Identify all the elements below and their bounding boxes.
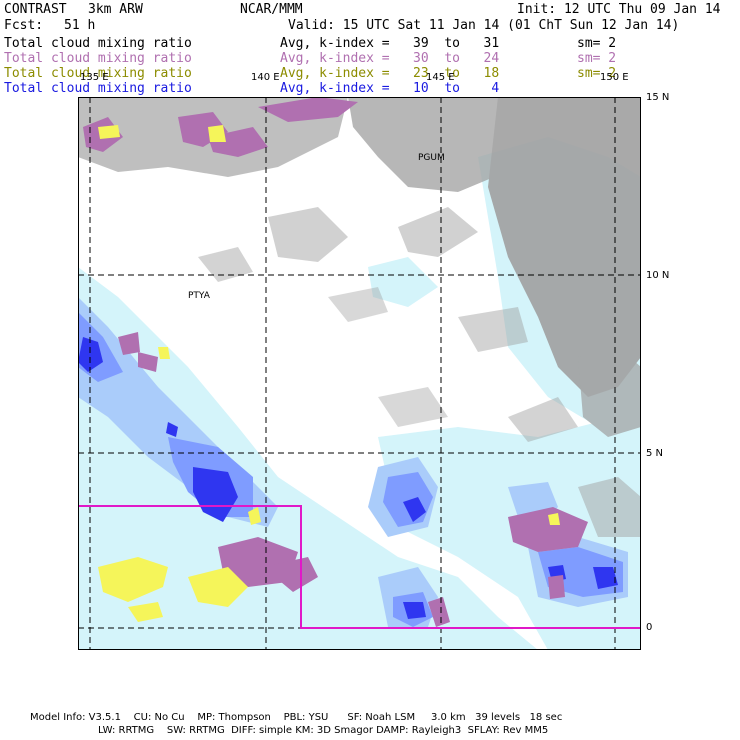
lon-label-145e: 145 E	[426, 72, 455, 83]
lat-label-5n: 5 N	[646, 448, 664, 459]
model-info-line-2: LW: RRTMG SW: RRTMG DIFF: simple KM: 3D …	[98, 725, 549, 736]
forecast-hour: 51 h	[64, 18, 96, 33]
model-name: CONTRAST	[4, 2, 67, 17]
field-4-name: Total cloud mixing ratio	[4, 81, 192, 96]
field-2-name: Total cloud mixing ratio	[4, 51, 192, 66]
low-cloud-max-field	[78, 337, 618, 619]
field-3-sm: sm= 2	[577, 66, 617, 81]
low-mid-cloud-field	[98, 125, 560, 622]
station-ptya-label: PTYA	[188, 291, 211, 301]
forecast-label: Fcst:	[4, 18, 44, 33]
init-time: Init: 12 UTC Thu 09 Jan 14	[517, 2, 721, 17]
field-4-range: Avg, k-index = 10 to 4	[280, 81, 500, 96]
station-pgum-label: PGUM	[418, 153, 445, 163]
map-frame	[78, 97, 641, 650]
lat-label-15n: 15 N	[646, 92, 670, 103]
valid-time: Valid: 15 UTC Sat 11 Jan 14 (01 ChT Sun …	[288, 18, 680, 33]
station-markers: PGUM PTYA	[188, 153, 445, 301]
field-3-name: Total cloud mixing ratio	[4, 66, 192, 81]
field-1-range: Avg, k-index = 39 to 31	[280, 36, 500, 51]
model-resolution: 3km ARW	[88, 2, 143, 17]
lon-label-135e: 135 E	[80, 72, 109, 83]
lon-label-150e: 150 E	[600, 72, 629, 83]
lat-label-10n: 10 N	[646, 270, 670, 281]
lon-label-140e: 140 E	[251, 72, 280, 83]
cloud-map: PGUM PTYA	[78, 97, 641, 650]
field-2-range: Avg, k-index = 30 to 24	[280, 51, 500, 66]
mid-cloud-field	[83, 97, 588, 627]
field-2-sm: sm= 2	[577, 51, 617, 66]
model-info-line-1: Model Info: V3.5.1 CU: No Cu MP: Thompso…	[30, 712, 563, 723]
field-1-name: Total cloud mixing ratio	[4, 36, 192, 51]
field-1-sm: sm= 2	[577, 36, 617, 51]
center-name: NCAR/MMM	[240, 2, 303, 17]
field-3-range: Avg, k-index = 23 to 18	[280, 66, 500, 81]
lat-label-0: 0	[646, 622, 653, 633]
inner-domain-boundary	[78, 505, 641, 629]
